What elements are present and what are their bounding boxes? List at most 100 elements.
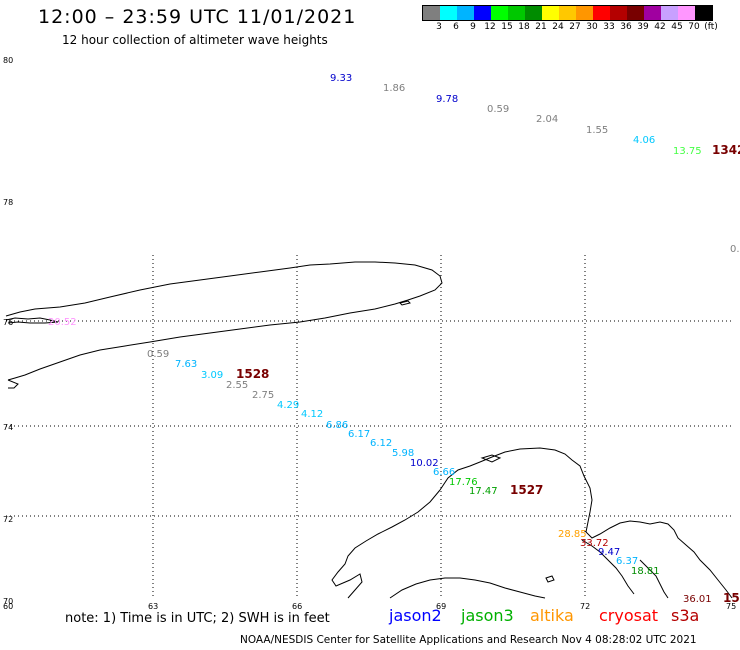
color-scale-label: (ft) xyxy=(704,22,718,32)
graticule xyxy=(6,255,734,598)
wave-height-label: 9.33 xyxy=(330,73,352,84)
map-title: 12:00 – 23:59 UTC 11/01/2021 xyxy=(38,6,357,28)
wave-height-label: 17.76 xyxy=(449,477,478,488)
wave-height-label: 1527 xyxy=(510,483,543,497)
coastline-mainland xyxy=(439,447,733,599)
color-swatch xyxy=(440,6,457,20)
color-swatch xyxy=(593,6,610,20)
coastline-east-inner xyxy=(639,559,669,599)
mission-name: jason3 xyxy=(461,606,514,625)
credit-line: NOAA/NESDIS Center for Satellite Applica… xyxy=(240,634,697,646)
mission-name: altika xyxy=(530,606,574,625)
color-swatch xyxy=(576,6,593,20)
wave-height-label: 1528 xyxy=(236,367,269,381)
color-scale-label: 24 xyxy=(552,22,564,32)
longitude-label: 63 xyxy=(148,602,159,611)
longitude-label: 66 xyxy=(292,602,303,611)
wave-height-label: 2.75 xyxy=(252,390,274,401)
color-swatch xyxy=(491,6,508,20)
wave-height-label: 0. xyxy=(730,244,740,255)
coastline-island-north xyxy=(5,261,443,381)
color-scale-label: 3 xyxy=(436,22,442,32)
color-swatch xyxy=(474,6,491,20)
wave-height-label: 1.55 xyxy=(586,125,608,136)
wave-height-label: 9.47 xyxy=(598,547,620,558)
color-swatch xyxy=(457,6,474,20)
wave-height-label: 17.47 xyxy=(469,486,498,497)
color-scale-label: 42 xyxy=(654,22,666,32)
color-scale-label: 21 xyxy=(535,22,547,32)
wave-height-label: 20.52 xyxy=(48,317,77,328)
footnote: note: 1) Time is in UTC; 2) SWH is in fe… xyxy=(65,611,330,626)
wave-height-label: 0.59 xyxy=(147,349,169,360)
wave-height-label: 4.06 xyxy=(633,135,655,146)
color-scale-label: 33 xyxy=(603,22,615,32)
latitude-label: 78 xyxy=(3,198,14,207)
color-scale-label: 12 xyxy=(484,22,496,32)
observation-labels: 9.33 1.86 9.78 0.59 2.04 1.55 4.06 13.75 1342 0. 2… xyxy=(48,73,740,605)
coastline-islet-2 xyxy=(545,575,555,583)
wave-height-label: 36.01 xyxy=(683,594,712,605)
wave-height-label: 6.12 xyxy=(370,438,392,449)
wave-height-label: 7.63 xyxy=(175,359,197,370)
map-subtitle: 12 hour collection of altimeter wave hei… xyxy=(62,33,328,47)
wave-height-label: 6.37 xyxy=(616,556,638,567)
color-swatch xyxy=(644,6,661,20)
color-swatch xyxy=(695,6,712,20)
color-swatch xyxy=(559,6,576,20)
wave-height-label: 2.55 xyxy=(226,380,248,391)
color-swatch xyxy=(525,6,542,20)
wave-height-label: 4.12 xyxy=(301,409,323,420)
wave-height-label: 4.29 xyxy=(277,400,299,411)
wave-height-label: 6.17 xyxy=(348,429,370,440)
coastline xyxy=(5,261,733,599)
longitude-label: 75 xyxy=(726,602,737,611)
wave-height-label: 28.85 xyxy=(558,529,587,540)
color-scale-label: 30 xyxy=(586,22,598,32)
wave-height-label: 3.09 xyxy=(201,370,223,381)
color-scale-label: 39 xyxy=(637,22,649,32)
coastline-south-bay xyxy=(389,577,546,599)
color-swatch xyxy=(627,6,644,20)
wave-height-label: 33.72 xyxy=(580,538,609,549)
color-swatch xyxy=(423,6,440,20)
color-scale-label: 15 xyxy=(501,22,513,32)
color-swatch xyxy=(661,6,678,20)
wave-height-label: 2.04 xyxy=(536,114,558,125)
color-swatch xyxy=(542,6,559,20)
color-scale-label: 27 xyxy=(569,22,581,32)
wave-height-label: 9.78 xyxy=(436,94,458,105)
wave-height-label: 0.59 xyxy=(487,104,509,115)
latitude-label: 70 xyxy=(3,597,14,606)
color-swatch xyxy=(678,6,695,20)
color-scale-label: 45 xyxy=(671,22,683,32)
color-scale-label: 6 xyxy=(453,22,459,32)
latitude-label: 76 xyxy=(3,318,14,327)
coastline-pass xyxy=(399,300,411,306)
wave-height-label: 13.75 xyxy=(673,146,702,157)
wave-height-label: 1.86 xyxy=(383,83,405,94)
mission-name: jason2 xyxy=(389,606,442,625)
wave-height-label: 15 xyxy=(723,591,740,605)
wave-height-label: 10.02 xyxy=(410,458,439,469)
coastline-west-lower xyxy=(7,379,19,389)
color-scale-label: 36 xyxy=(620,22,632,32)
longitude-label: 69 xyxy=(436,602,447,611)
color-scale-label: 70 xyxy=(688,22,700,32)
longitude-label: 60 xyxy=(3,602,14,611)
latitude-label: 74 xyxy=(3,423,14,432)
color-scale-label: 9 xyxy=(470,22,476,32)
wave-height-label: 6.66 xyxy=(433,467,455,478)
color-scale-label: 18 xyxy=(518,22,530,32)
wave-height-label: 18.81 xyxy=(631,566,660,577)
wave-height-label: 1342 xyxy=(712,143,740,157)
coastline-islet-1 xyxy=(480,454,502,463)
coastline-west-spit xyxy=(5,317,59,324)
latitude-label: 80 xyxy=(3,56,14,65)
coastline-east-peninsula xyxy=(581,539,635,595)
mission-name: cryosat xyxy=(599,606,659,625)
coastline-south-shore xyxy=(331,489,441,599)
longitude-label: 72 xyxy=(580,602,591,611)
wave-height-label: 5.98 xyxy=(392,448,414,459)
